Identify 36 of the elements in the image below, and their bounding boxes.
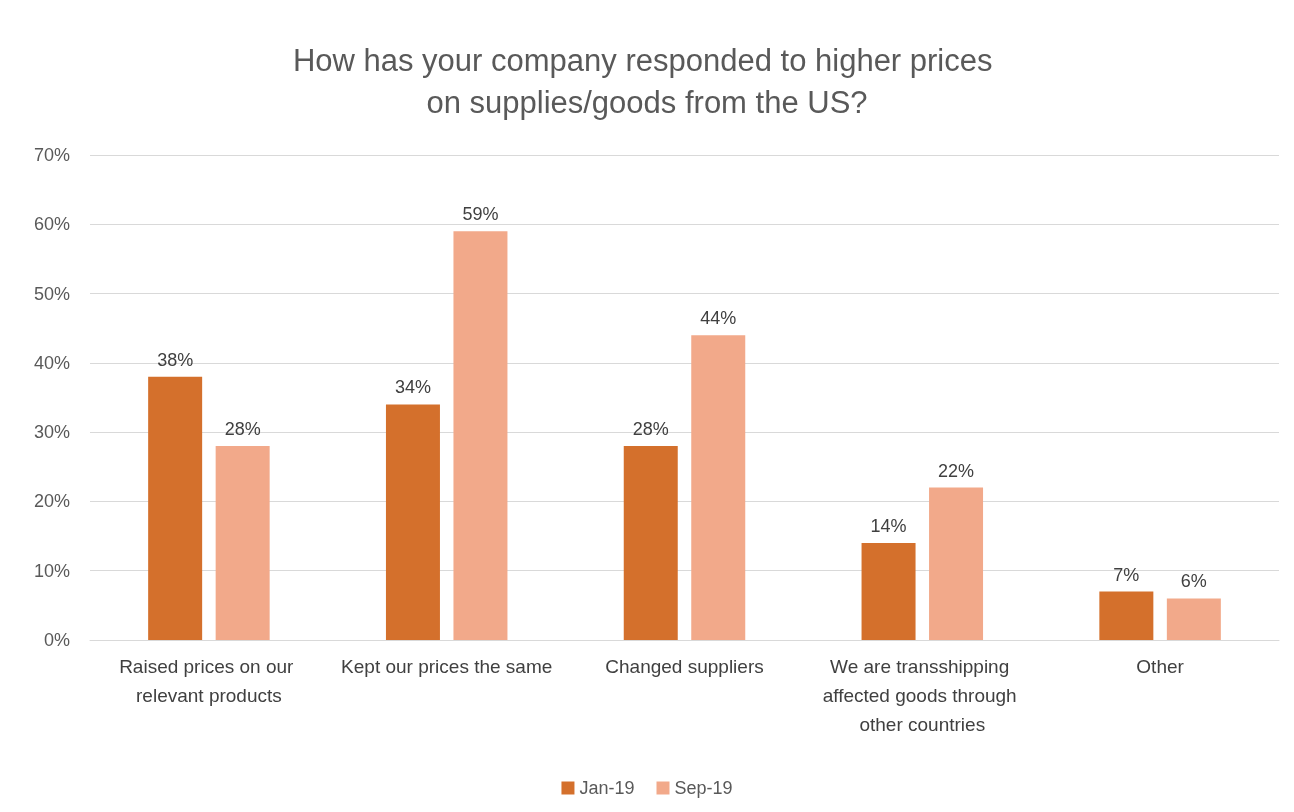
data-label: 6% xyxy=(1180,571,1207,592)
bar xyxy=(929,487,984,640)
y-tick-label: 60% xyxy=(33,214,70,235)
data-label: 28% xyxy=(632,419,669,439)
data-label: 14% xyxy=(870,516,907,536)
data-label: 22% xyxy=(938,460,975,481)
legend-label: Sep-19 xyxy=(674,778,733,798)
y-tick-label: 40% xyxy=(33,352,70,373)
bar xyxy=(623,446,678,640)
x-tick-label: Raised prices on our relevant products xyxy=(119,656,299,706)
bar xyxy=(453,231,508,640)
data-label: 38% xyxy=(157,349,194,370)
bar xyxy=(148,376,203,640)
data-label: 44% xyxy=(700,308,737,329)
bar xyxy=(215,446,270,640)
data-label: 28% xyxy=(224,419,261,439)
y-tick-label: 70% xyxy=(33,145,70,165)
data-label: 7% xyxy=(1113,564,1140,585)
x-tick-label: Changed suppliers xyxy=(605,656,764,677)
bar xyxy=(861,543,916,640)
y-tick-label: 30% xyxy=(33,422,70,443)
y-tick-label: 10% xyxy=(33,560,70,581)
bar xyxy=(1099,591,1154,640)
bar xyxy=(385,404,440,640)
data-label: 34% xyxy=(394,377,431,398)
y-tick-label: 20% xyxy=(33,491,70,512)
x-tick-label: Kept our prices the same xyxy=(341,656,553,677)
bar xyxy=(1166,598,1221,640)
y-tick-label: 50% xyxy=(33,283,70,304)
x-tick-label: Other xyxy=(1136,656,1185,677)
chart-title: How has your company responded to higher prices on supplies/goods from the US? xyxy=(292,42,1002,120)
x-tick-label: We are transshipping affected goods through other countries xyxy=(822,656,1022,735)
data-label: 59% xyxy=(462,204,499,225)
y-tick-label: 0% xyxy=(43,630,70,650)
bar xyxy=(691,335,746,640)
legend-label: Jan-19 xyxy=(579,778,635,798)
